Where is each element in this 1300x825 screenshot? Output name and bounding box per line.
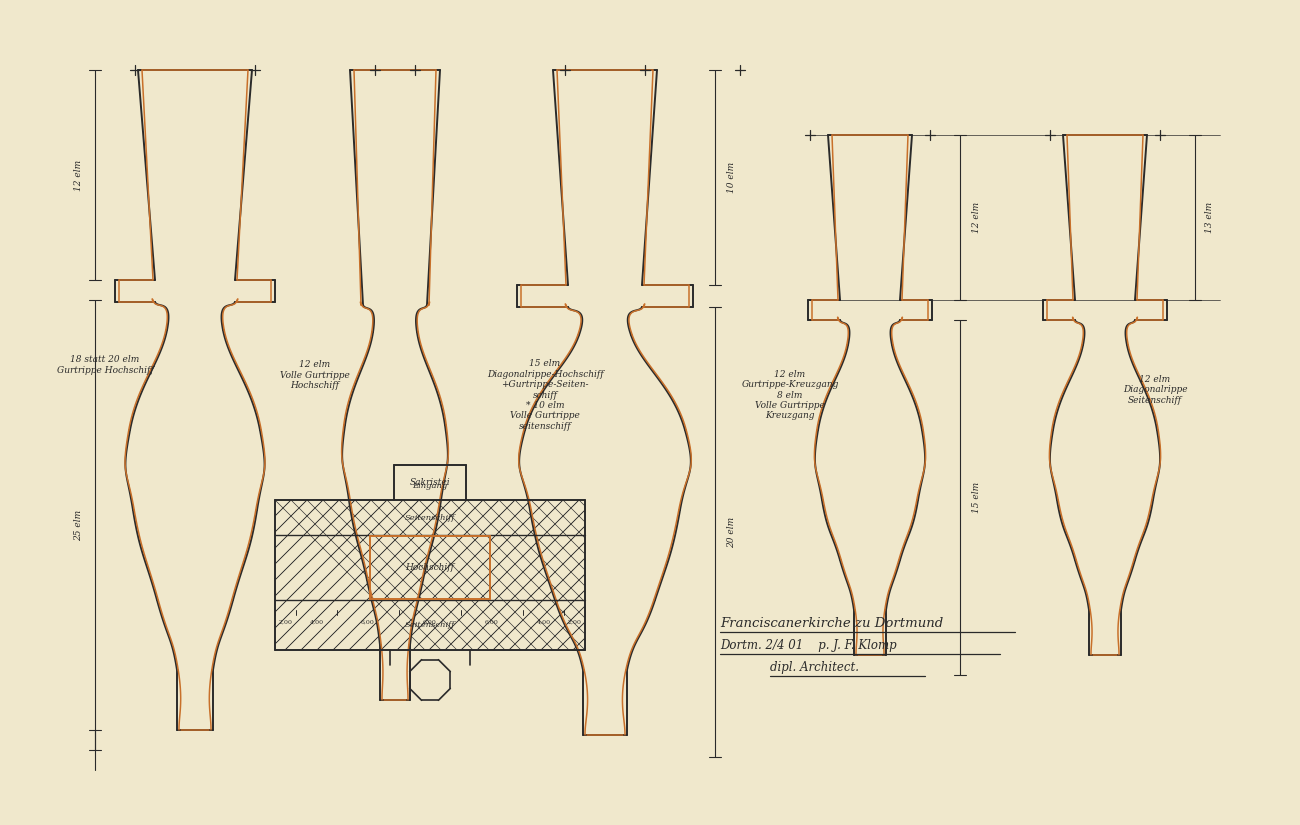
Text: Dortm. 2/4 01    p. J. F. Klomp: Dortm. 2/4 01 p. J. F. Klomp [720,639,897,652]
Text: Eingang: Eingang [412,482,447,490]
Text: 12 elm
Volle Gurtrippe
Hochschiff: 12 elm Volle Gurtrippe Hochschiff [280,360,350,390]
Text: dipl. Architect.: dipl. Architect. [770,661,859,674]
Text: 15 elm: 15 elm [972,482,982,513]
Text: Franciscanerkirche zu Dortmund: Franciscanerkirche zu Dortmund [720,617,944,630]
Text: 13 elm: 13 elm [1205,202,1214,233]
Text: 18 statt 20 elm
Gurtrippe Hochschiff: 18 statt 20 elm Gurtrippe Hochschiff [57,356,153,375]
Text: 12 elm
Diagonalrippe
Seitenschiff: 12 elm Diagonalrippe Seitenschiff [1123,375,1187,405]
Text: 12 elm: 12 elm [74,159,83,191]
Text: 6,00: 6,00 [361,620,374,625]
Text: 4,00: 4,00 [537,620,551,625]
Text: 6,00: 6,00 [422,620,437,625]
Text: 4,00: 4,00 [309,620,324,625]
Text: Seitenschiff: Seitenschiff [404,513,455,521]
Text: 25 elm: 25 elm [74,509,83,540]
Text: 20 elm: 20 elm [727,516,736,548]
Text: Hochschiff: Hochschiff [406,563,455,572]
Text: 12 elm
Gurtrippe-Kreuzgang
8 elm
Volle Gurtrippe
Kreuzgang: 12 elm Gurtrippe-Kreuzgang 8 elm Volle G… [741,370,838,420]
Text: 15 elm
Diagonalrippe-Hochschiff
+Gurtrippe-Seiten-
schiff
* 10 elm
Volle Gurtrip: 15 elm Diagonalrippe-Hochschiff +Gurtrip… [486,360,603,431]
Bar [370,536,490,599]
Text: 12 elm: 12 elm [972,202,982,233]
Text: 2,00: 2,00 [568,620,581,625]
Text: Sakristei: Sakristei [410,478,450,487]
Text: 2,00: 2,00 [278,620,292,625]
Text: 6,00: 6,00 [485,620,499,625]
Bar [276,500,585,650]
Text: Seitenschiff: Seitenschiff [404,621,455,629]
Text: 10 elm: 10 elm [727,162,736,193]
